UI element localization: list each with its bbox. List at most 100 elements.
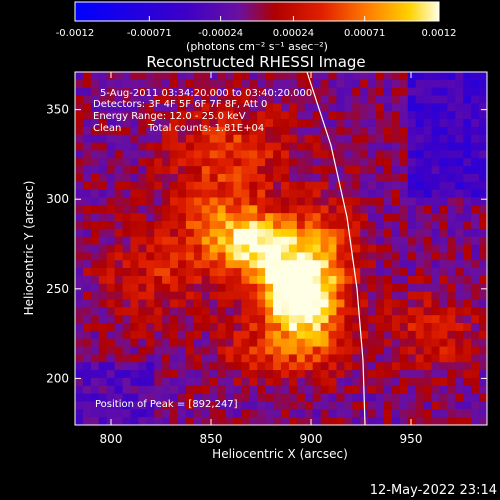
heatmap-cell (471, 134, 480, 144)
heatmap-cell (249, 307, 258, 316)
heatmap-cell (407, 346, 417, 355)
heatmap-cell (185, 197, 195, 206)
heatmap-cell (257, 323, 266, 332)
heatmap-cell (439, 189, 448, 199)
heatmap-cell (399, 158, 409, 167)
heatmap-cell (75, 244, 84, 254)
heatmap-cell (360, 338, 369, 348)
heatmap-cell (273, 315, 282, 324)
x-tick-label: 850 (200, 432, 223, 446)
heatmap-cell (178, 111, 187, 120)
heatmap-cell (241, 197, 250, 206)
heatmap-cell (407, 236, 417, 246)
heatmap-cell (376, 268, 385, 277)
heatmap-cell (233, 354, 242, 363)
heatmap-cell (162, 189, 171, 199)
heatmap-cell (138, 417, 147, 425)
heatmap-cell (368, 134, 377, 144)
heatmap-cell (391, 268, 401, 277)
heatmap-cell (471, 142, 480, 152)
heatmap-cell (391, 126, 401, 136)
colorbar-units: (photons cm⁻² s⁻¹ asec⁻²) (186, 40, 328, 53)
heatmap-cell (360, 236, 369, 246)
heatmap-cell (233, 189, 242, 199)
heatmap-cell (439, 228, 448, 238)
heatmap-cell (130, 393, 139, 403)
heatmap-cell (304, 134, 314, 144)
heatmap-cell (138, 323, 147, 332)
heatmap-cell (185, 393, 195, 403)
heatmap-cell (170, 260, 179, 269)
heatmap-cell (344, 150, 353, 159)
heatmap-cell (75, 134, 84, 144)
heatmap-cell (193, 197, 203, 206)
heatmap-cell (296, 409, 306, 418)
heatmap-cell (114, 228, 124, 238)
heatmap-cell (209, 173, 219, 183)
heatmap-cell (344, 354, 353, 363)
annotation-peak: Position of Peak = [892,247] (95, 399, 238, 410)
heatmap-cell (352, 385, 361, 395)
heatmap-cell (368, 213, 377, 222)
heatmap-cell (463, 377, 472, 387)
heatmap-cell (399, 173, 409, 183)
heatmap-cell (336, 79, 345, 89)
heatmap-cell (241, 291, 250, 301)
heatmap-cell (75, 291, 84, 301)
heatmap-cell (479, 299, 487, 308)
heatmap-cell (162, 142, 171, 152)
heatmap-cell (312, 72, 322, 81)
heatmap-cell (304, 197, 314, 206)
heatmap-cell (170, 134, 179, 144)
heatmap-cell (423, 72, 433, 81)
heatmap-cell (162, 221, 171, 230)
colorbar-tick-label: -0.00071 (127, 28, 172, 39)
heatmap-cell (90, 126, 100, 136)
heatmap-cell (471, 417, 480, 425)
heatmap-cell (399, 197, 409, 206)
heatmap-cell (281, 134, 290, 144)
heatmap-cell (75, 354, 84, 363)
heatmap-cell (98, 354, 108, 363)
heatmap-cell (249, 221, 258, 230)
heatmap-cell (233, 213, 242, 222)
heatmap-cell (431, 283, 441, 293)
heatmap-cell (288, 79, 298, 89)
heatmap-cell (114, 213, 124, 222)
heatmap-cell (320, 181, 330, 191)
heatmap-cell (344, 323, 353, 332)
heatmap-cell (257, 142, 266, 152)
heatmap-cell (201, 119, 211, 128)
heatmap-cell (193, 87, 203, 97)
heatmap-cell (98, 72, 108, 81)
heatmap-cell (312, 385, 322, 395)
heatmap-cell (201, 291, 211, 301)
heatmap-cell (328, 87, 338, 97)
heatmap-cell (320, 166, 330, 175)
heatmap-cell (312, 401, 322, 410)
heatmap-cell (447, 181, 456, 191)
heatmap-cell (273, 142, 282, 152)
heatmap-cell (122, 134, 132, 144)
heatmap-cell (138, 221, 147, 230)
heatmap-cell (106, 197, 116, 206)
heatmap-cell (455, 142, 464, 152)
heatmap-cell (288, 283, 298, 293)
heatmap-cell (423, 213, 433, 222)
heatmap-cell (193, 189, 203, 199)
heatmap-cell (241, 260, 250, 269)
heatmap-cell (209, 111, 219, 120)
heatmap-cell (114, 181, 124, 191)
heatmap-cell (162, 268, 171, 277)
heatmap-cell (415, 95, 425, 104)
heatmap-cell (98, 377, 108, 387)
heatmap-cell (249, 260, 258, 269)
heatmap-cell (225, 268, 235, 277)
heatmap-cell (304, 119, 314, 128)
heatmap-cell (114, 354, 124, 363)
heatmap-cell (138, 150, 147, 159)
heatmap-cell (399, 346, 409, 355)
heatmap-cell (130, 307, 139, 316)
heatmap-cell (447, 409, 456, 418)
